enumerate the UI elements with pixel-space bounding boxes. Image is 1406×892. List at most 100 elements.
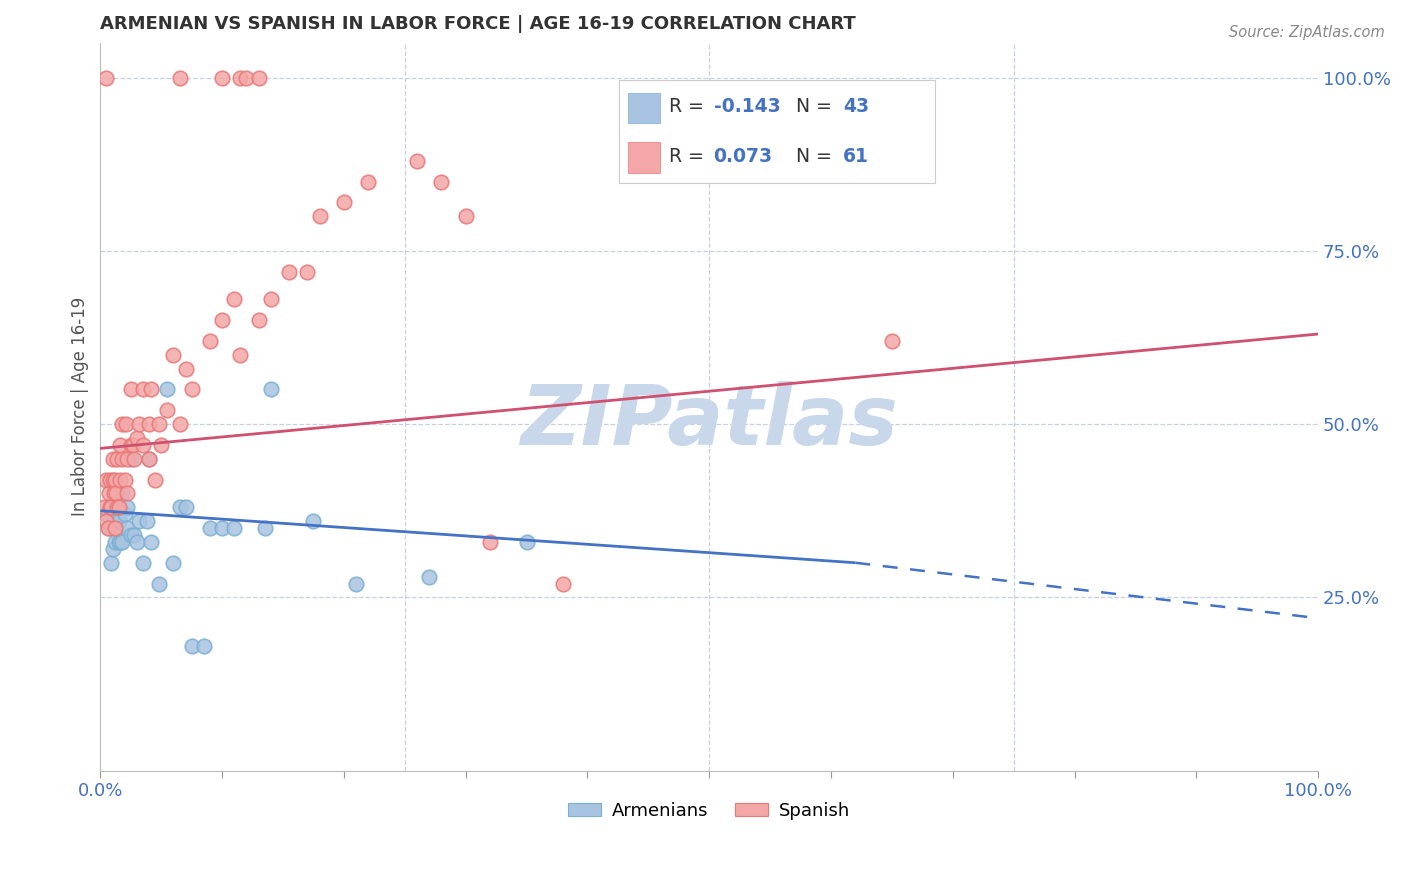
Point xyxy=(104,535,127,549)
Bar xyxy=(628,93,659,123)
Point xyxy=(124,451,146,466)
Point xyxy=(101,541,124,556)
Point xyxy=(115,451,138,466)
Point xyxy=(198,334,221,348)
Point xyxy=(98,500,121,515)
Point xyxy=(454,209,477,223)
Point xyxy=(120,438,142,452)
Point xyxy=(107,500,129,515)
Point xyxy=(143,473,166,487)
Point xyxy=(211,313,233,327)
Point xyxy=(98,473,121,487)
Point xyxy=(96,514,118,528)
Point xyxy=(141,383,163,397)
Point xyxy=(101,514,124,528)
Point xyxy=(132,383,155,397)
Point xyxy=(114,473,136,487)
Point xyxy=(198,521,221,535)
Point xyxy=(96,473,118,487)
Point xyxy=(111,535,134,549)
Point xyxy=(235,70,257,85)
Point xyxy=(101,473,124,487)
Point xyxy=(128,417,150,431)
Point xyxy=(333,195,356,210)
Text: ZIPatlas: ZIPatlas xyxy=(520,381,898,462)
Point xyxy=(120,383,142,397)
Point xyxy=(357,174,380,188)
Point xyxy=(96,70,118,85)
Point xyxy=(128,514,150,528)
Point xyxy=(138,451,160,466)
Point xyxy=(260,293,283,307)
Point xyxy=(125,431,148,445)
Point xyxy=(135,514,157,528)
Point xyxy=(553,576,575,591)
Point xyxy=(111,451,134,466)
Y-axis label: In Labor Force | Age 16-19: In Labor Force | Age 16-19 xyxy=(72,297,89,516)
Text: 43: 43 xyxy=(844,97,869,117)
Point xyxy=(111,417,134,431)
Point xyxy=(125,535,148,549)
Point xyxy=(108,473,131,487)
Point xyxy=(104,500,127,515)
Point xyxy=(104,473,127,487)
Legend: Armenians, Spanish: Armenians, Spanish xyxy=(561,795,858,827)
Text: Source: ZipAtlas.com: Source: ZipAtlas.com xyxy=(1229,25,1385,40)
Point xyxy=(169,500,191,515)
Point xyxy=(260,383,283,397)
Point xyxy=(115,417,138,431)
Point xyxy=(180,383,202,397)
Point xyxy=(100,500,122,515)
Point xyxy=(108,535,131,549)
Point xyxy=(169,70,191,85)
Text: R =: R = xyxy=(669,97,710,117)
Point xyxy=(229,348,252,362)
Point xyxy=(115,521,138,535)
Point xyxy=(479,535,502,549)
Point xyxy=(100,556,122,570)
Point xyxy=(98,500,121,515)
Point xyxy=(114,507,136,521)
Point xyxy=(308,209,330,223)
Point xyxy=(104,521,127,535)
Point xyxy=(111,486,134,500)
Point xyxy=(430,174,453,188)
Text: N =: N = xyxy=(796,146,838,166)
Point xyxy=(141,535,163,549)
Point xyxy=(156,383,179,397)
Point xyxy=(193,639,215,653)
Text: 0.073: 0.073 xyxy=(713,146,773,166)
Point xyxy=(150,438,173,452)
Point xyxy=(105,451,128,466)
Text: 61: 61 xyxy=(844,146,869,166)
Text: -0.143: -0.143 xyxy=(713,97,780,117)
Point xyxy=(93,500,115,515)
Point xyxy=(120,528,142,542)
Point xyxy=(406,153,429,168)
Point xyxy=(162,556,184,570)
Bar xyxy=(628,142,659,173)
Point xyxy=(97,486,120,500)
Point xyxy=(302,514,325,528)
Point xyxy=(224,521,246,535)
Point xyxy=(105,521,128,535)
Point xyxy=(107,514,129,528)
Point xyxy=(103,486,125,500)
Point xyxy=(880,334,903,348)
Point xyxy=(138,417,160,431)
Point xyxy=(115,500,138,515)
Point xyxy=(180,639,202,653)
Point xyxy=(516,535,538,549)
Point xyxy=(174,361,197,376)
Point xyxy=(132,556,155,570)
Point xyxy=(148,417,170,431)
Point xyxy=(108,438,131,452)
Point xyxy=(122,438,145,452)
Point xyxy=(138,451,160,466)
Point xyxy=(211,521,233,535)
Point xyxy=(96,507,118,521)
Point xyxy=(229,70,252,85)
Text: ARMENIAN VS SPANISH IN LABOR FORCE | AGE 16-19 CORRELATION CHART: ARMENIAN VS SPANISH IN LABOR FORCE | AGE… xyxy=(100,15,856,33)
Point xyxy=(211,70,233,85)
Point xyxy=(247,313,270,327)
